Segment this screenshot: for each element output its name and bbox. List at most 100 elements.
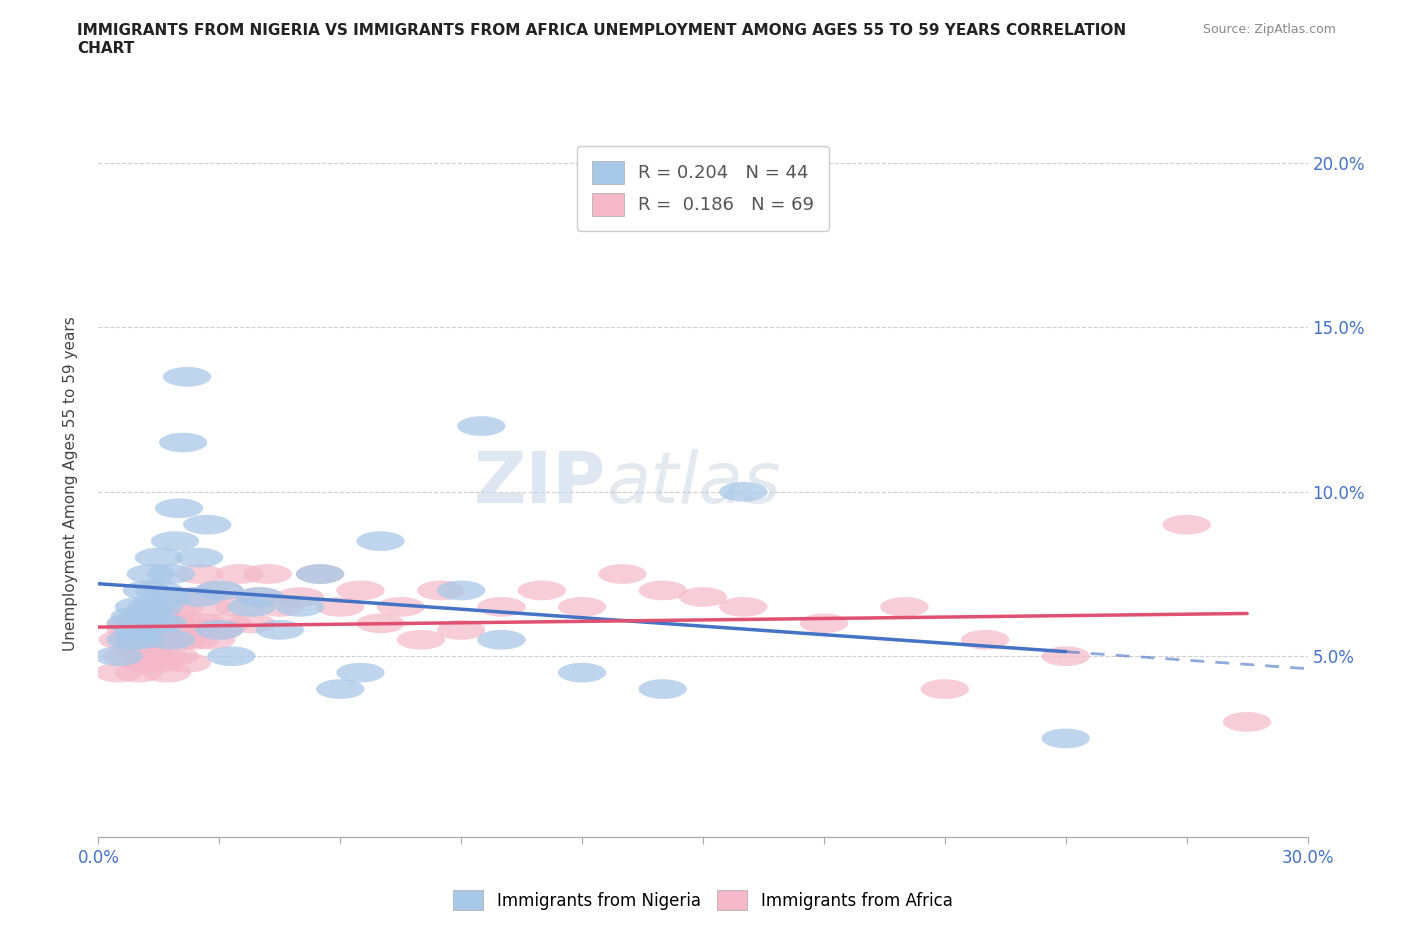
Ellipse shape: [155, 498, 204, 518]
Ellipse shape: [1042, 728, 1090, 749]
Ellipse shape: [98, 630, 146, 650]
Ellipse shape: [243, 565, 292, 584]
Ellipse shape: [135, 630, 183, 650]
Legend: R = 0.204   N = 44, R =  0.186   N = 69: R = 0.204 N = 44, R = 0.186 N = 69: [576, 146, 830, 231]
Ellipse shape: [150, 531, 200, 551]
Ellipse shape: [172, 630, 219, 650]
Ellipse shape: [127, 565, 174, 584]
Ellipse shape: [228, 597, 276, 617]
Ellipse shape: [143, 587, 191, 607]
Ellipse shape: [135, 580, 183, 600]
Ellipse shape: [163, 367, 211, 387]
Ellipse shape: [457, 417, 506, 436]
Ellipse shape: [1163, 515, 1211, 535]
Ellipse shape: [256, 620, 304, 640]
Ellipse shape: [159, 630, 207, 650]
Ellipse shape: [638, 580, 688, 600]
Ellipse shape: [718, 597, 768, 617]
Ellipse shape: [295, 565, 344, 584]
Ellipse shape: [107, 630, 155, 650]
Ellipse shape: [135, 597, 183, 617]
Ellipse shape: [316, 679, 364, 699]
Ellipse shape: [215, 565, 264, 584]
Ellipse shape: [235, 587, 284, 607]
Ellipse shape: [146, 565, 195, 584]
Ellipse shape: [127, 620, 174, 640]
Ellipse shape: [159, 432, 207, 452]
Ellipse shape: [416, 580, 465, 600]
Ellipse shape: [107, 614, 155, 633]
Ellipse shape: [135, 548, 183, 567]
Ellipse shape: [295, 565, 344, 584]
Ellipse shape: [127, 597, 174, 617]
Ellipse shape: [276, 587, 325, 607]
Ellipse shape: [174, 620, 224, 640]
Ellipse shape: [356, 614, 405, 633]
Ellipse shape: [477, 630, 526, 650]
Ellipse shape: [114, 614, 163, 633]
Ellipse shape: [114, 630, 163, 650]
Ellipse shape: [679, 587, 727, 607]
Ellipse shape: [880, 597, 929, 617]
Ellipse shape: [204, 614, 252, 633]
Ellipse shape: [122, 580, 172, 600]
Ellipse shape: [195, 620, 243, 640]
Ellipse shape: [122, 630, 172, 650]
Ellipse shape: [94, 663, 143, 683]
Ellipse shape: [94, 646, 143, 666]
Ellipse shape: [111, 630, 159, 650]
Ellipse shape: [517, 580, 567, 600]
Ellipse shape: [146, 630, 195, 650]
Ellipse shape: [183, 515, 232, 535]
Ellipse shape: [718, 482, 768, 501]
Ellipse shape: [167, 587, 215, 607]
Ellipse shape: [118, 630, 167, 650]
Ellipse shape: [146, 630, 195, 650]
Ellipse shape: [356, 531, 405, 551]
Text: Source: ZipAtlas.com: Source: ZipAtlas.com: [1202, 23, 1336, 36]
Ellipse shape: [146, 607, 195, 627]
Ellipse shape: [195, 620, 243, 640]
Ellipse shape: [131, 630, 179, 650]
Ellipse shape: [174, 548, 224, 567]
Ellipse shape: [316, 597, 364, 617]
Ellipse shape: [131, 614, 179, 633]
Ellipse shape: [135, 607, 183, 627]
Ellipse shape: [163, 614, 211, 633]
Ellipse shape: [638, 679, 688, 699]
Y-axis label: Unemployment Among Ages 55 to 59 years: Unemployment Among Ages 55 to 59 years: [63, 316, 77, 651]
Ellipse shape: [122, 614, 172, 633]
Ellipse shape: [396, 630, 446, 650]
Ellipse shape: [143, 663, 191, 683]
Ellipse shape: [127, 646, 174, 666]
Legend: Immigrants from Nigeria, Immigrants from Africa: Immigrants from Nigeria, Immigrants from…: [447, 884, 959, 917]
Ellipse shape: [111, 607, 159, 627]
Ellipse shape: [139, 620, 187, 640]
Ellipse shape: [150, 646, 200, 666]
Ellipse shape: [114, 663, 163, 683]
Ellipse shape: [598, 565, 647, 584]
Ellipse shape: [276, 597, 325, 617]
Text: atlas: atlas: [606, 449, 780, 518]
Ellipse shape: [174, 565, 224, 584]
Ellipse shape: [921, 679, 969, 699]
Ellipse shape: [139, 614, 187, 633]
Ellipse shape: [558, 597, 606, 617]
Ellipse shape: [155, 597, 204, 617]
Ellipse shape: [155, 620, 204, 640]
Ellipse shape: [103, 646, 150, 666]
Ellipse shape: [107, 614, 155, 633]
Ellipse shape: [235, 587, 284, 607]
Ellipse shape: [800, 614, 848, 633]
Ellipse shape: [195, 580, 243, 600]
Ellipse shape: [163, 653, 211, 672]
Ellipse shape: [960, 630, 1010, 650]
Ellipse shape: [122, 653, 172, 672]
Ellipse shape: [377, 597, 425, 617]
Text: ZIP: ZIP: [474, 449, 606, 518]
Ellipse shape: [1223, 712, 1271, 732]
Ellipse shape: [336, 663, 385, 683]
Ellipse shape: [114, 597, 163, 617]
Ellipse shape: [174, 587, 224, 607]
Ellipse shape: [114, 620, 163, 640]
